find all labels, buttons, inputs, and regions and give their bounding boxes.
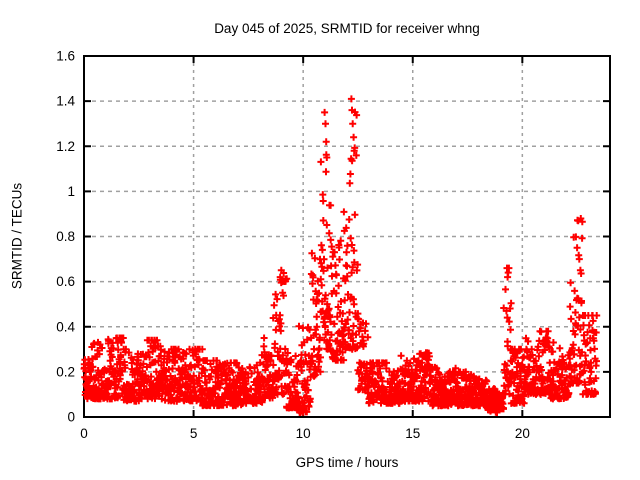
chart-title: Day 045 of 2025, SRMTID for receiver whn… [214,21,480,36]
scatter-points [80,95,601,416]
x-axis-label: GPS time / hours [295,455,399,470]
y-tick-label-1.4: 1.4 [56,94,75,109]
x-tick-label-15: 15 [405,426,420,441]
y-tick-label-1.6: 1.6 [56,49,75,64]
x-tick-label-5: 5 [190,426,198,441]
x-tick-label-0: 0 [80,426,88,441]
x-tick-label-10: 10 [296,426,311,441]
plot-border [83,55,611,418]
y-tick-label-0.6: 0.6 [56,274,75,289]
x-tick-label-20: 20 [515,426,530,441]
y-tick-label-1.2: 1.2 [56,139,75,154]
y-tick-label-0.2: 0.2 [56,364,75,379]
y-tick-label-0.4: 0.4 [56,319,75,334]
y-tick-label-1: 1 [67,184,75,199]
y-tick-label-0: 0 [67,410,75,425]
y-tick-label-0.8: 0.8 [56,229,75,244]
